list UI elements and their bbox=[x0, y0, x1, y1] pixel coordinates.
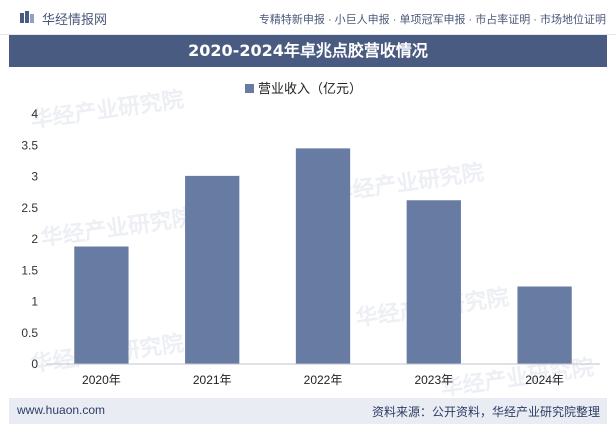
footer-bar bbox=[9, 398, 607, 424]
top-bar: 华经情报网 专精特新申报 · 小巨人申报 · 单项冠军申报 · 市占率证明 · … bbox=[0, 0, 616, 35]
y-axis: 0 0.5 1 1.5 2 2.5 3 3.5 4 bbox=[21, 107, 38, 371]
logo-icon bbox=[20, 11, 34, 23]
x-tick-label: 2020年 bbox=[82, 373, 121, 387]
y-tick-label: 1 bbox=[31, 295, 38, 309]
y-tick-label: 4 bbox=[31, 107, 38, 121]
bar bbox=[74, 246, 129, 364]
bar bbox=[295, 148, 351, 364]
footer-website: www.huaon.com bbox=[17, 403, 106, 417]
tagline: 专精特新申报 · 小巨人申报 · 单项冠军申报 · 市占率证明 · 市场地位证明 bbox=[258, 14, 606, 26]
title-band: 2020-2024年卓兆点胶营收情况 bbox=[9, 35, 607, 67]
x-axis: 2020年 2021年 2022年 2023年 2024年 bbox=[46, 363, 600, 387]
legend-swatch bbox=[245, 84, 254, 93]
bars bbox=[74, 148, 572, 364]
brand-name: 华经情报网 bbox=[42, 12, 108, 27]
y-tick-label: 0.5 bbox=[21, 326, 38, 340]
y-tick-label: 2.5 bbox=[21, 201, 38, 215]
x-tick-label: 2021年 bbox=[193, 373, 232, 387]
bar bbox=[185, 175, 240, 364]
y-tick-label: 3 bbox=[31, 170, 38, 184]
bar bbox=[406, 200, 461, 364]
y-tick-label: 2 bbox=[31, 232, 38, 246]
legend: 营业收入（亿元） bbox=[245, 81, 362, 96]
x-tick-label: 2022年 bbox=[304, 373, 343, 387]
y-tick-label: 3.5 bbox=[21, 138, 38, 152]
y-tick-label: 0 bbox=[31, 357, 38, 371]
y-tick-label: 1.5 bbox=[21, 263, 38, 277]
bar bbox=[517, 286, 572, 364]
chart-title: 2020-2024年卓兆点胶营收情况 bbox=[188, 41, 428, 60]
legend-label: 营业收入（亿元） bbox=[258, 81, 362, 96]
x-tick-label: 2024年 bbox=[525, 373, 564, 387]
x-tick-label: 2023年 bbox=[414, 373, 453, 387]
footer-source: 资料来源：公开资料，华经产业研究院整理 bbox=[371, 405, 600, 419]
